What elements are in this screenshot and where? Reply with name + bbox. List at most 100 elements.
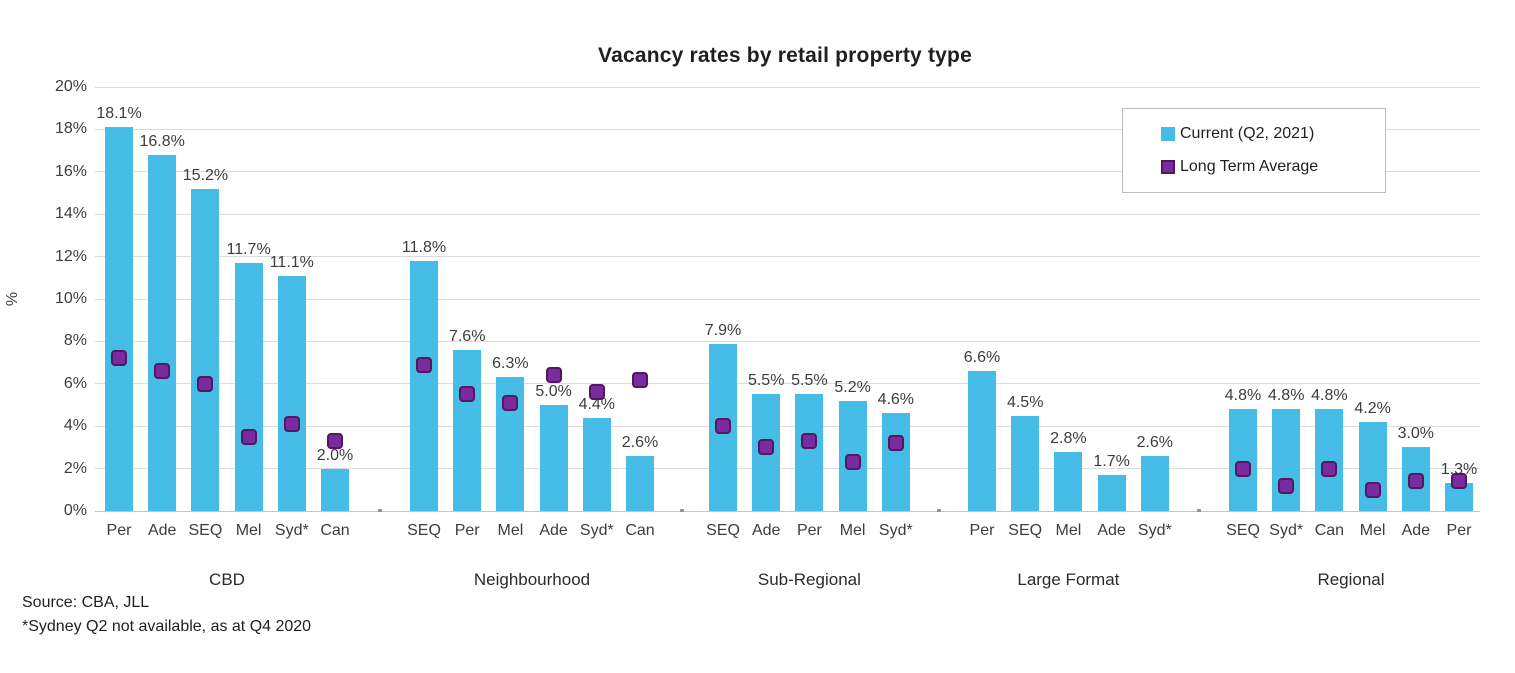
group-separator-dot (377, 509, 382, 512)
long-term-average-marker (111, 350, 127, 367)
y-tick-label: 4% (63, 417, 87, 435)
category-label: Per (969, 522, 995, 539)
long-term-average-marker (588, 384, 605, 401)
group-label-large-format: Large Format (1017, 570, 1120, 589)
value-label: 5.5% (747, 372, 785, 390)
category-label: Mel (839, 522, 866, 539)
value-label: 4.5% (1006, 393, 1044, 411)
category-label: Ade (751, 522, 781, 539)
long-term-average-marker (283, 416, 300, 433)
value-label: 4.8% (1267, 387, 1305, 405)
value-label: 1.3% (1440, 461, 1478, 479)
y-tick-label: 20% (54, 78, 87, 95)
bar-neighbourhood-ade (539, 405, 568, 511)
value-label: 5.5% (791, 372, 828, 390)
y-tick-label: 2% (63, 459, 87, 477)
gridline (95, 256, 1480, 258)
gridline (95, 86, 1480, 88)
group-separator-dot (936, 509, 941, 512)
category-label: SEQ (1008, 522, 1043, 539)
group-label-sub-regional: Sub-Regional (757, 570, 861, 589)
long-term-average-marker (1235, 460, 1251, 477)
current-series-swatch-icon (1161, 126, 1175, 141)
category-label: SEQ (706, 522, 740, 539)
gridline (95, 340, 1480, 342)
bar-cbd-can (321, 468, 349, 511)
long-term-average-marker (502, 394, 519, 411)
source-note: Source: CBA, JLL (22, 594, 150, 611)
long-term-average-marker (632, 371, 648, 388)
bar-neighbourhood-can (626, 455, 654, 511)
value-label: 6.6% (963, 349, 1001, 367)
y-tick-label: 8% (63, 332, 87, 350)
long-term-average-marker (240, 428, 257, 445)
value-label: 11.1% (269, 253, 314, 271)
category-label: Per (796, 522, 822, 539)
category-label: Ade (539, 522, 568, 539)
category-label: Syd* (878, 522, 913, 539)
long-term-average-marker (1407, 473, 1424, 490)
legend: Current (Q2, 2021) Long Term Average (1122, 108, 1386, 193)
bar-cbd-per (105, 127, 133, 511)
value-label: 5.0% (535, 383, 572, 400)
y-tick-label: 0% (63, 502, 87, 519)
legend-item-current: Current (Q2, 2021) (1161, 125, 1385, 143)
long-term-average-marker (327, 433, 343, 450)
gridline (95, 383, 1480, 385)
gridline (95, 128, 1480, 130)
bar-large-format-syd (1140, 455, 1169, 511)
y-tick-label: 10% (54, 290, 87, 307)
category-label: Ade (1401, 522, 1431, 539)
long-term-average-marker (887, 435, 904, 452)
long-term-average-marker (844, 454, 861, 471)
y-tick-label: 16% (54, 162, 87, 180)
gridline (95, 468, 1480, 470)
category-label: Mel (1055, 522, 1082, 539)
long-term-average-marker (758, 439, 775, 456)
category-label: Syd* (579, 522, 614, 539)
category-label: Mel (1359, 522, 1386, 539)
long-term-average-marker (801, 433, 818, 450)
value-label: 7.9% (704, 321, 742, 339)
bar-regional-can (1315, 409, 1344, 511)
category-label: Syd* (274, 522, 309, 539)
category-label: Per (106, 522, 132, 539)
category-label: Per (454, 522, 480, 539)
y-tick-label: 12% (54, 247, 87, 265)
bar-large-format-mel (1054, 451, 1083, 511)
long-term-average-marker (416, 356, 432, 373)
bar-large-format-seq (1011, 415, 1040, 511)
long-term-average-marker (154, 363, 171, 380)
bar-cbd-seq (191, 188, 220, 511)
long-term-average-marker (545, 367, 562, 384)
long-term-average-marker (715, 418, 731, 435)
category-label: Can (1314, 522, 1345, 539)
sydney-footnote: *Sydney Q2 not available, as at Q4 2020 (22, 618, 312, 635)
bar-cbd-syd (277, 275, 306, 511)
value-label: 2.8% (1050, 429, 1087, 447)
gridline (95, 171, 1480, 173)
category-label: Syd* (1269, 522, 1304, 539)
value-label: 4.4% (578, 395, 616, 413)
bar-large-format-ade (1097, 474, 1126, 511)
group-separator-dot (679, 509, 684, 512)
long-term-average-marker (459, 386, 476, 403)
bar-neighbourhood-syd (582, 417, 611, 511)
category-label: Mel (235, 522, 262, 539)
y-tick-label: 14% (54, 205, 87, 223)
long-term-average-marker (1278, 477, 1295, 494)
long-term-average-marker (1364, 481, 1381, 498)
value-label: 7.6% (448, 327, 486, 345)
long-term-average-marker (1321, 460, 1338, 477)
category-label: Mel (497, 522, 524, 539)
bar-cbd-mel (234, 262, 263, 511)
value-label: 2.6% (1136, 433, 1174, 451)
gridline (95, 298, 1480, 300)
legend-label-current: Current (Q2, 2021) (1180, 124, 1315, 142)
value-label: 4.2% (1354, 399, 1391, 417)
gridline (95, 425, 1480, 427)
category-label: SEQ (188, 522, 223, 539)
value-label: 1.7% (1093, 452, 1130, 470)
